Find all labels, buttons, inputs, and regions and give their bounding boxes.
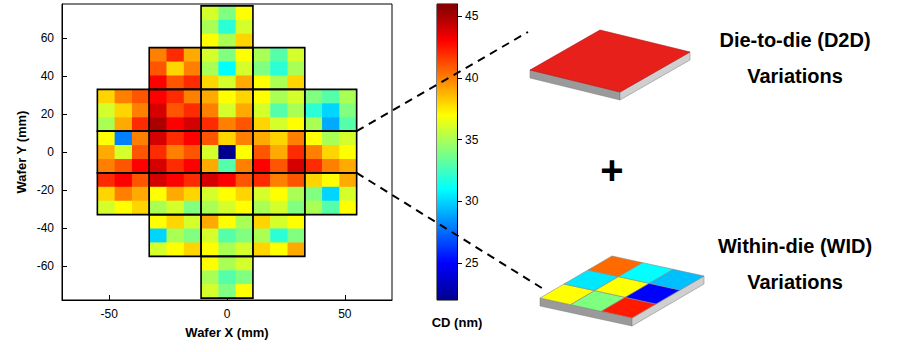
svg-text:20: 20 <box>41 107 55 121</box>
svg-text:Die-to-die (D2D): Die-to-die (D2D) <box>719 29 870 51</box>
svg-text:60: 60 <box>41 31 55 45</box>
svg-text:+: + <box>600 148 623 192</box>
svg-text:-20: -20 <box>37 183 55 197</box>
svg-text:40: 40 <box>465 71 479 85</box>
svg-text:CD (nm): CD (nm) <box>432 315 483 330</box>
svg-text:Variations: Variations <box>747 271 843 293</box>
svg-text:Wafer X (mm): Wafer X (mm) <box>185 325 268 340</box>
svg-text:50: 50 <box>338 307 352 321</box>
svg-text:Variations: Variations <box>747 65 843 87</box>
svg-text:-50: -50 <box>100 307 118 321</box>
svg-text:Within-die (WID): Within-die (WID) <box>718 235 872 257</box>
svg-text:45: 45 <box>465 9 479 23</box>
svg-text:-60: -60 <box>37 259 55 273</box>
svg-text:-40: -40 <box>37 221 55 235</box>
svg-text:25: 25 <box>465 256 479 270</box>
svg-text:0: 0 <box>47 145 54 159</box>
svg-text:0: 0 <box>224 307 231 321</box>
svg-text:Wafer Y (mm): Wafer Y (mm) <box>14 111 29 194</box>
svg-text:40: 40 <box>41 69 55 83</box>
svg-text:30: 30 <box>465 194 479 208</box>
svg-text:35: 35 <box>465 133 479 147</box>
